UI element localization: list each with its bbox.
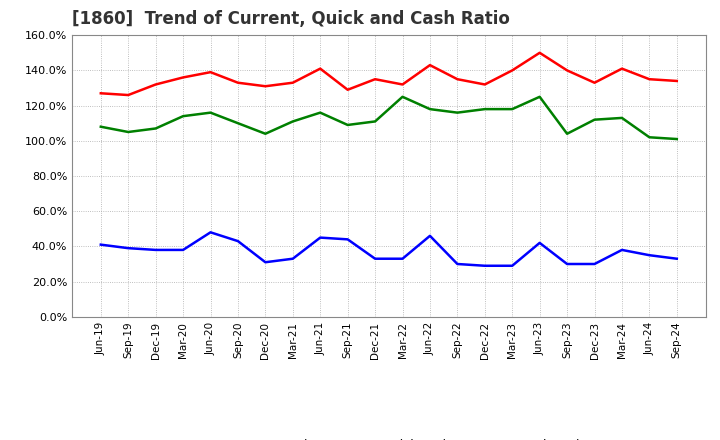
Cash Ratio [316, 235, 325, 240]
Current Ratio [398, 82, 407, 87]
Current Ratio [645, 77, 654, 82]
Cash Ratio [480, 263, 489, 268]
Quick Ratio [96, 124, 105, 129]
Quick Ratio [645, 135, 654, 140]
Current Ratio [590, 80, 599, 85]
Cash Ratio [645, 253, 654, 258]
Line: Current Ratio: Current Ratio [101, 53, 677, 95]
Quick Ratio [316, 110, 325, 115]
Current Ratio [124, 92, 132, 98]
Quick Ratio [124, 129, 132, 135]
Line: Cash Ratio: Cash Ratio [101, 232, 677, 266]
Current Ratio [316, 66, 325, 71]
Cash Ratio [289, 256, 297, 261]
Current Ratio [261, 84, 270, 89]
Quick Ratio [480, 106, 489, 112]
Quick Ratio [206, 110, 215, 115]
Current Ratio [563, 68, 572, 73]
Quick Ratio [233, 121, 242, 126]
Cash Ratio [508, 263, 516, 268]
Text: [1860]  Trend of Current, Quick and Cash Ratio: [1860] Trend of Current, Quick and Cash … [72, 10, 510, 28]
Line: Quick Ratio: Quick Ratio [101, 97, 677, 139]
Current Ratio [96, 91, 105, 96]
Current Ratio [371, 77, 379, 82]
Current Ratio [179, 75, 187, 80]
Cash Ratio [371, 256, 379, 261]
Quick Ratio [426, 106, 434, 112]
Current Ratio [618, 66, 626, 71]
Cash Ratio [426, 233, 434, 238]
Current Ratio [536, 50, 544, 55]
Current Ratio [453, 77, 462, 82]
Quick Ratio [398, 94, 407, 99]
Cash Ratio [96, 242, 105, 247]
Current Ratio [426, 62, 434, 68]
Cash Ratio [343, 237, 352, 242]
Cash Ratio [398, 256, 407, 261]
Quick Ratio [563, 131, 572, 136]
Quick Ratio [371, 119, 379, 124]
Quick Ratio [536, 94, 544, 99]
Quick Ratio [672, 136, 681, 142]
Quick Ratio [261, 131, 270, 136]
Quick Ratio [179, 114, 187, 119]
Cash Ratio [672, 256, 681, 261]
Cash Ratio [618, 247, 626, 253]
Cash Ratio [563, 261, 572, 267]
Cash Ratio [590, 261, 599, 267]
Legend: Current Ratio, Quick Ratio, Cash Ratio: Current Ratio, Quick Ratio, Cash Ratio [186, 434, 592, 440]
Quick Ratio [508, 106, 516, 112]
Current Ratio [289, 80, 297, 85]
Current Ratio [233, 80, 242, 85]
Current Ratio [480, 82, 489, 87]
Current Ratio [508, 68, 516, 73]
Cash Ratio [151, 247, 160, 253]
Current Ratio [206, 70, 215, 75]
Current Ratio [343, 87, 352, 92]
Current Ratio [672, 78, 681, 84]
Cash Ratio [179, 247, 187, 253]
Current Ratio [151, 82, 160, 87]
Cash Ratio [233, 238, 242, 244]
Cash Ratio [536, 240, 544, 246]
Quick Ratio [289, 119, 297, 124]
Cash Ratio [124, 246, 132, 251]
Cash Ratio [206, 230, 215, 235]
Quick Ratio [343, 122, 352, 128]
Quick Ratio [618, 115, 626, 121]
Quick Ratio [151, 126, 160, 131]
Quick Ratio [590, 117, 599, 122]
Cash Ratio [261, 260, 270, 265]
Cash Ratio [453, 261, 462, 267]
Quick Ratio [453, 110, 462, 115]
